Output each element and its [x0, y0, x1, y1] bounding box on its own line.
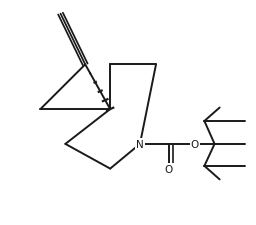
Text: O: O	[165, 164, 173, 174]
Text: O: O	[190, 139, 199, 149]
Text: N: N	[136, 139, 144, 149]
